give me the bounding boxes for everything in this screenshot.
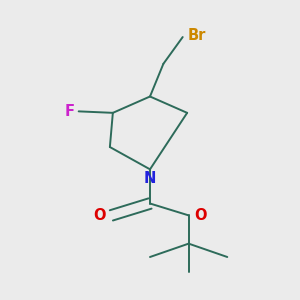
- Text: F: F: [64, 104, 74, 119]
- Text: O: O: [194, 208, 206, 223]
- Text: N: N: [144, 171, 156, 186]
- Text: O: O: [94, 208, 106, 223]
- Text: Br: Br: [187, 28, 206, 43]
